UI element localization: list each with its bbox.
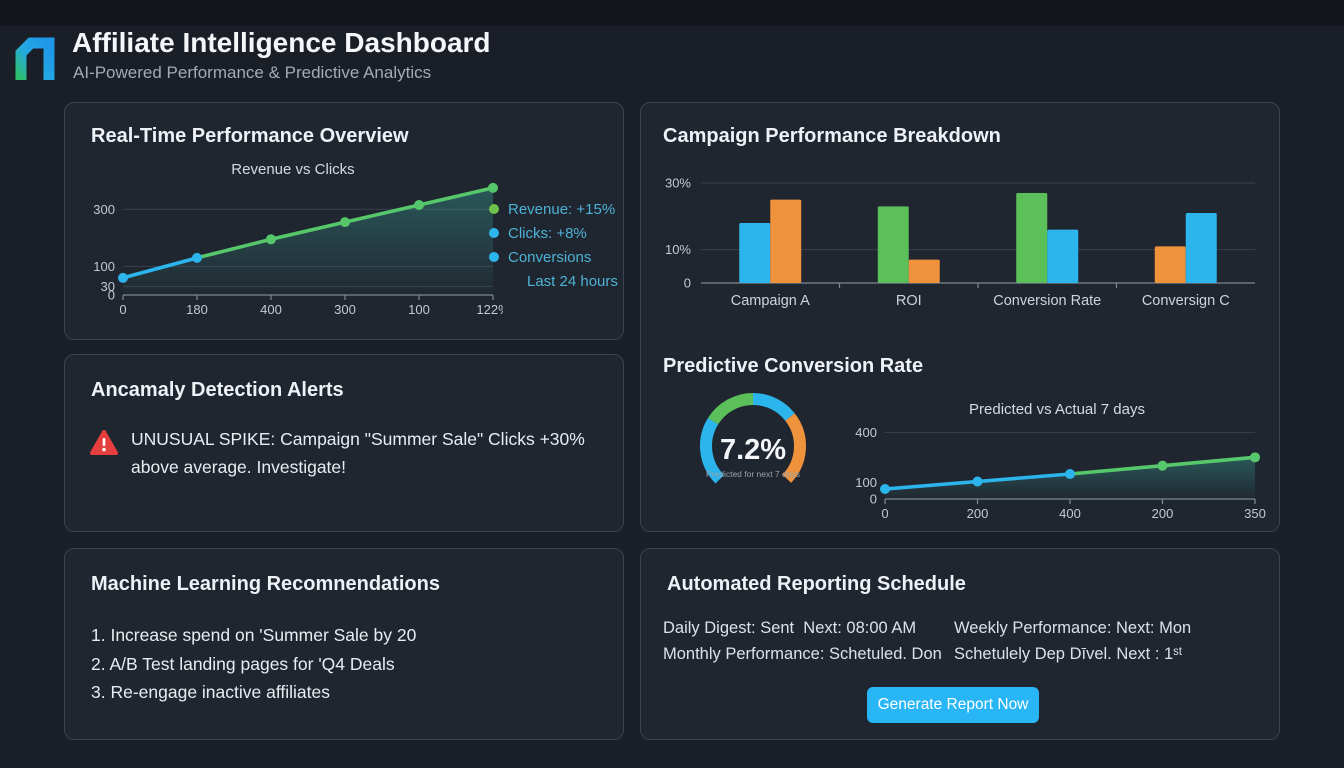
page-subtitle: AI-Powered Performance & Predictive Anal…: [73, 63, 432, 82]
legend-item: Revenue: +15%: [489, 197, 618, 221]
legend-item: Clicks: +8%: [489, 221, 618, 245]
svg-text:0: 0: [119, 302, 126, 317]
svg-text:0: 0: [108, 288, 115, 303]
daily-digest-status: Daily Digest: Sent Next: 08:00 AM: [663, 619, 917, 637]
revenue-clicks-chart-title: Revenue vs Clicks: [231, 161, 355, 178]
conversion-rate-gauge: [700, 393, 806, 484]
svg-text:Conversion Rate: Conversion Rate: [993, 293, 1101, 309]
predictive-section-title: Predictive Conversion Rate: [663, 355, 924, 377]
svg-text:0: 0: [684, 276, 691, 291]
svg-text:0: 0: [881, 506, 888, 521]
anomaly-alerts-panel: Ancamaly Detection Alerts UNUSUAL SPIKE:…: [64, 354, 624, 532]
svg-text:100: 100: [93, 259, 115, 274]
svg-text:400: 400: [855, 425, 877, 440]
legend-item: Conversions: [489, 245, 618, 269]
realtime-legend: Revenue: +15% Clicks: +8% Conversions La…: [489, 197, 618, 293]
svg-text:200: 200: [1152, 506, 1174, 521]
list-item: 3. Re-engage inactive affiliates: [91, 682, 330, 702]
monthly-performance-status: Monthly Performance: Schetuled. Don: [663, 645, 942, 663]
legend-dot-conversions: [489, 252, 499, 262]
ml-recommendations-panel: Machine Learning Recomnendations 1. Incr…: [64, 548, 624, 740]
legend-label: Conversions: [508, 248, 592, 266]
page-title: Affiliate Intelligence Dashboard: [72, 27, 491, 58]
campaign-breakdown-panel: Campaign Performance Breakdown 30% 10% 0 Ca…: [640, 102, 1280, 532]
legend-dot-revenue: [489, 204, 499, 214]
warning-triangle-icon: [89, 429, 119, 481]
svg-text:10%: 10%: [665, 242, 691, 257]
top-strip: [0, 0, 1344, 26]
schedule-status: Schetulely Dep Dīvel. Next : 1ˢᵗ: [954, 645, 1183, 663]
list-item: 2. A/B Test landing pages for 'Q4 Deals: [91, 653, 395, 674]
svg-text:Conversign C: Conversign C: [1142, 293, 1230, 309]
svg-text:100: 100: [855, 475, 877, 490]
svg-text:180: 180: [186, 302, 208, 317]
reporting-schedule-panel: Automated Reporting Schedule Daily Diges…: [640, 548, 1280, 740]
svg-text:ROI: ROI: [896, 293, 922, 309]
realtime-panel-title: Real-Time Performance Overview: [91, 125, 409, 147]
weekly-performance-status: Weekly Performance: Next: Mon: [954, 619, 1192, 637]
svg-text:0: 0: [870, 492, 877, 507]
ml-panel-title: Machine Learning Recomnendations: [91, 573, 440, 595]
svg-text:350: 350: [1244, 506, 1266, 521]
realtime-performance-panel: Real-Time Performance Overview Revenue v…: [64, 102, 624, 340]
svg-text:300: 300: [93, 202, 115, 217]
reporting-panel-title: Automated Reporting Schedule: [667, 573, 966, 595]
generate-report-button[interactable]: Generate Report Now: [867, 687, 1039, 723]
app-logo-icon: [10, 32, 60, 93]
legend-label: Revenue: +15%: [508, 200, 616, 218]
gauge-value: 7.2%: [719, 434, 787, 466]
campaign-breakdown-bar-chart: 30% 10% 0 Campaign A ROI Conversion Rate Conve…: [665, 176, 1255, 309]
alert-row: UNUSUAL SPIKE: Campaign "Summer Sale" Cl…: [89, 425, 601, 481]
legend-label: Last 24 hours: [527, 272, 618, 290]
svg-text:30: 30: [101, 279, 115, 294]
svg-text:Campaign A: Campaign A: [731, 293, 810, 309]
legend-item: Last 24 hours: [489, 269, 618, 293]
svg-text:300: 300: [334, 302, 356, 317]
svg-text:122%: 122%: [476, 302, 503, 317]
svg-text:400: 400: [260, 302, 282, 317]
alert-text: UNUSUAL SPIKE: Campaign "Summer Sale" Cl…: [131, 429, 585, 477]
svg-text:400: 400: [1059, 506, 1081, 521]
gauge-caption: Predicted for next 7 days: [705, 469, 801, 479]
list-item: 1. Increase spend on 'Summer Sale by 20: [91, 625, 417, 645]
predicted-actual-line-chart: 400 100 00 200 400 200 350: [855, 425, 1266, 521]
anomaly-panel-title: Ancamaly Detection Alerts: [91, 379, 344, 401]
predicted-actual-chart-title: Predicted vs Actual 7 days: [969, 401, 1145, 418]
svg-text:30%: 30%: [665, 176, 691, 191]
ml-recommendation-list: 1. Increase spend on 'Summer Sale by 20 …: [91, 621, 416, 707]
legend-label: Clicks: +8%: [508, 224, 587, 242]
svg-text:100: 100: [408, 302, 430, 317]
svg-text:200: 200: [967, 506, 989, 521]
breakdown-panel-title: Campaign Performance Breakdown: [663, 125, 1001, 147]
legend-dot-clicks: [489, 228, 499, 238]
